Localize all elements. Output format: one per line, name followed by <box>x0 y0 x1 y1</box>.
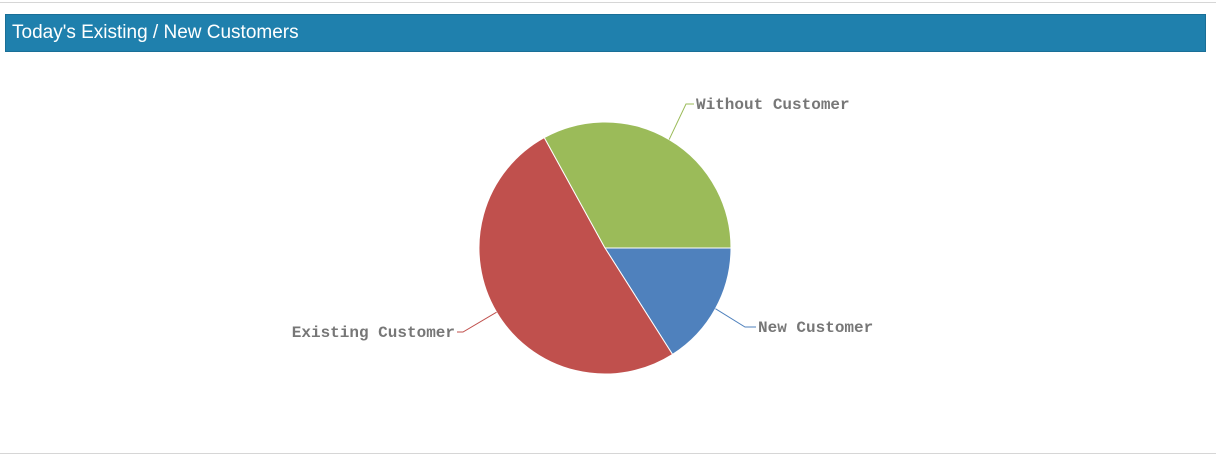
panel-header: Today's Existing / New Customers <box>5 14 1206 52</box>
slice-label-new-customer: New Customer <box>758 319 873 337</box>
slice-label-without-customer: Without Customer <box>696 96 850 114</box>
slice-label-existing-customer: Existing Customer <box>292 324 455 342</box>
leader-line-existing-customer <box>457 311 497 333</box>
leader-line-new-customer <box>715 308 756 328</box>
customers-panel: Today's Existing / New Customers <box>0 2 1216 454</box>
panel-title: Today's Existing / New Customers <box>12 22 299 43</box>
leader-line-without-customer <box>668 103 694 140</box>
pie-slice-without-customer[interactable] <box>543 121 732 249</box>
